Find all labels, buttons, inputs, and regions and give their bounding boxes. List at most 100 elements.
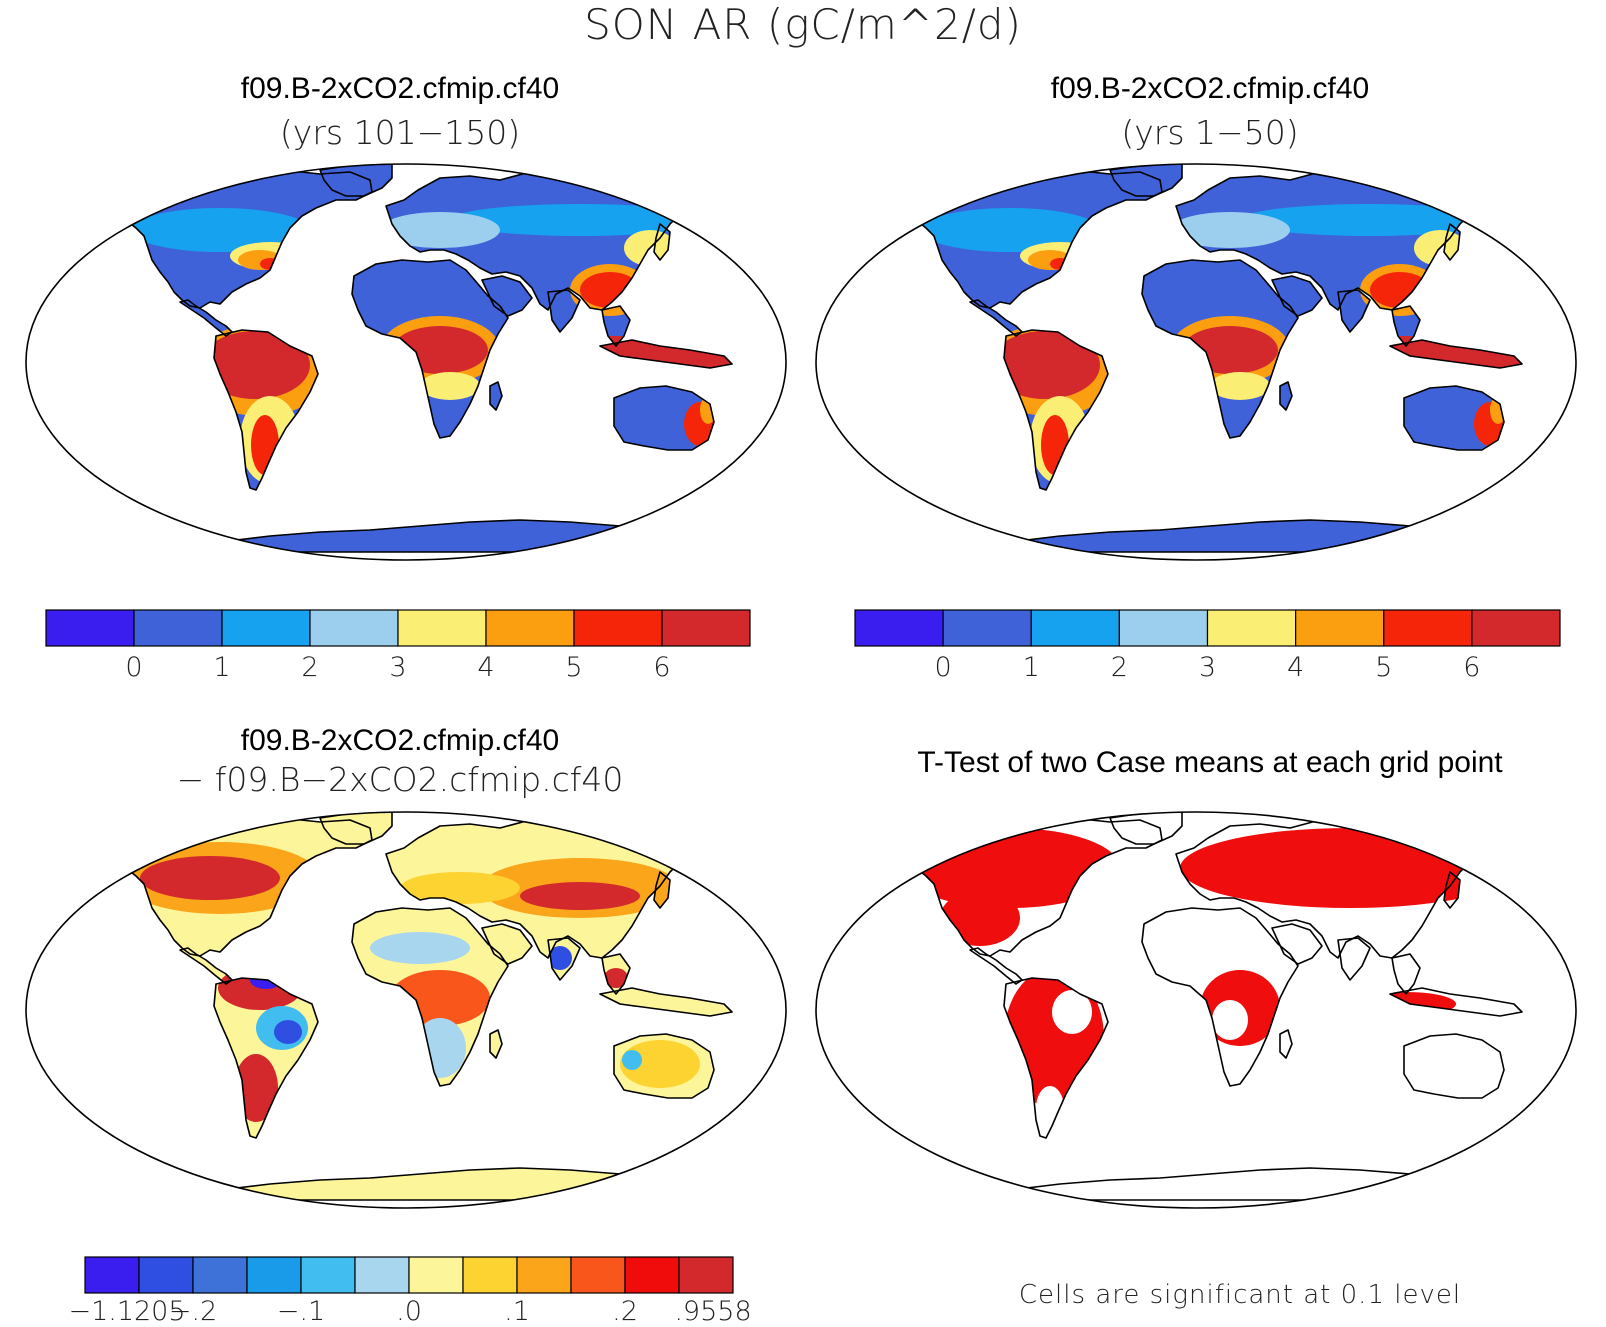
panel-tl-title: f09.B-2xCO2.cfmip.cf40 xyxy=(240,72,560,105)
field-band xyxy=(450,204,710,236)
map-panel-tr xyxy=(815,163,1577,561)
coastline xyxy=(653,223,671,261)
coastline xyxy=(481,275,533,317)
colorbar-swatch xyxy=(1383,609,1473,647)
field-anomaly xyxy=(604,968,628,988)
panel-tl-subtitle: (yrs 101−150) xyxy=(279,113,521,152)
field-anomaly xyxy=(414,1018,466,1078)
field-anomaly xyxy=(548,946,572,970)
colorbar-swatch xyxy=(485,609,575,647)
coastline xyxy=(547,289,581,333)
colorbar-tl-ticks: 0 1 2 3 4 5 6 xyxy=(46,652,750,686)
coastline xyxy=(213,977,319,1139)
colorbar-swatch xyxy=(138,1256,194,1294)
map-border xyxy=(25,811,787,1209)
colorbar-swatch xyxy=(661,609,751,647)
colorbar-swatch xyxy=(246,1256,302,1294)
field-anomaly xyxy=(620,1040,700,1088)
coastline xyxy=(319,812,393,845)
field-band xyxy=(380,212,500,248)
coastline xyxy=(1271,275,1323,317)
coastline xyxy=(1337,937,1371,981)
coastline xyxy=(1141,907,1299,1087)
colorbar-bl-ticks: −1.1205 −.2 −.1 .0 .1 .2 .9558 xyxy=(68,1296,751,1327)
field-gap xyxy=(1052,990,1092,1034)
coastline xyxy=(1109,812,1183,845)
field-band xyxy=(130,208,310,252)
coastline xyxy=(1443,223,1461,261)
colorbar-tick-label: 3 xyxy=(389,652,407,683)
coastline xyxy=(601,305,631,347)
colorbar-swatch xyxy=(84,1256,140,1294)
panel-tr-subtitle: (yrs 1−50) xyxy=(1121,113,1299,152)
coastline xyxy=(489,1029,503,1059)
colorbar-swatch xyxy=(300,1256,356,1294)
panel-br-title: T-Test of two Case means at each grid po… xyxy=(917,746,1503,779)
field-band xyxy=(1170,212,1290,248)
coastline xyxy=(547,937,581,981)
map-border xyxy=(815,811,1577,1209)
colorbar-tick-label: 0 xyxy=(125,652,143,683)
coastline xyxy=(907,169,1163,309)
coastline xyxy=(969,947,1023,985)
colorbar-tl xyxy=(45,609,751,647)
coastline xyxy=(613,1033,715,1099)
field-band xyxy=(1028,250,1072,270)
coastline xyxy=(1389,987,1523,1017)
coastline xyxy=(1391,305,1421,347)
coastline xyxy=(213,329,319,491)
colorbar-swatch xyxy=(221,609,311,647)
panel-bl-title: f09.B-2xCO2.cfmip.cf40 xyxy=(240,724,560,757)
figure-title: SON AR (gC/m^2/d) xyxy=(584,0,1022,49)
coastline xyxy=(1003,977,1109,1139)
coastline xyxy=(1391,953,1421,995)
colorbar-swatch xyxy=(192,1256,248,1294)
colorbar-tick-label: 2 xyxy=(301,652,319,683)
colorbar-tick-label: −.1 xyxy=(276,1296,326,1327)
coastline xyxy=(1531,1107,1547,1131)
coastline xyxy=(969,299,1023,337)
field-anomaly xyxy=(400,872,520,904)
colorbar-tick-label: 1 xyxy=(213,652,231,683)
panel-bl-subtitle: − f09.B−2xCO2.cfmip.cf40 xyxy=(176,760,624,799)
field-tropics xyxy=(251,415,279,475)
coastline xyxy=(1279,1029,1293,1059)
colorbar-tick-label: .2 xyxy=(612,1296,638,1327)
coastline xyxy=(599,339,733,369)
colorbar-swatch xyxy=(1206,609,1297,647)
colorbar-swatch xyxy=(570,1256,626,1294)
coastline xyxy=(1279,381,1293,411)
colorbar-tick-label: .1 xyxy=(504,1296,530,1327)
colorbar-tr xyxy=(854,609,1561,647)
colorbar-tick-label: .0 xyxy=(396,1296,422,1327)
coastline xyxy=(481,923,533,965)
map-border xyxy=(25,163,787,561)
coastline xyxy=(117,817,373,957)
colorbar-tr-ticks: 0 1 2 3 4 5 6 xyxy=(855,652,1560,686)
colorbar-tick-label: 2 xyxy=(1110,652,1128,683)
coastline xyxy=(1003,329,1109,491)
colorbar-swatch xyxy=(133,609,223,647)
coastline xyxy=(489,381,503,411)
field-tropics xyxy=(990,331,1100,399)
coastline xyxy=(1531,459,1547,483)
colorbar-swatch xyxy=(516,1256,572,1294)
field-anomaly xyxy=(234,1054,278,1122)
significance-note: Cells are significant at 0.1 level xyxy=(1018,1280,1462,1310)
field-tropics xyxy=(1182,326,1278,374)
panel-tr-title: f09.B-2xCO2.cfmip.cf40 xyxy=(1050,72,1370,105)
field-tropics xyxy=(200,331,310,399)
colorbar-tick-label: 0 xyxy=(934,652,952,683)
field-anomaly xyxy=(390,970,490,1026)
colorbar-tick-label: 6 xyxy=(1463,652,1481,683)
coastline xyxy=(613,385,715,451)
coastline xyxy=(1271,923,1323,965)
colorbar-swatch xyxy=(397,609,487,647)
colorbar-swatch xyxy=(354,1256,410,1294)
field-significant xyxy=(940,890,1020,946)
colorbar-swatch xyxy=(462,1256,518,1294)
map-border xyxy=(815,163,1577,561)
coastline xyxy=(1403,1033,1505,1099)
colorbar-swatch xyxy=(1118,609,1209,647)
coastline xyxy=(741,1107,757,1131)
